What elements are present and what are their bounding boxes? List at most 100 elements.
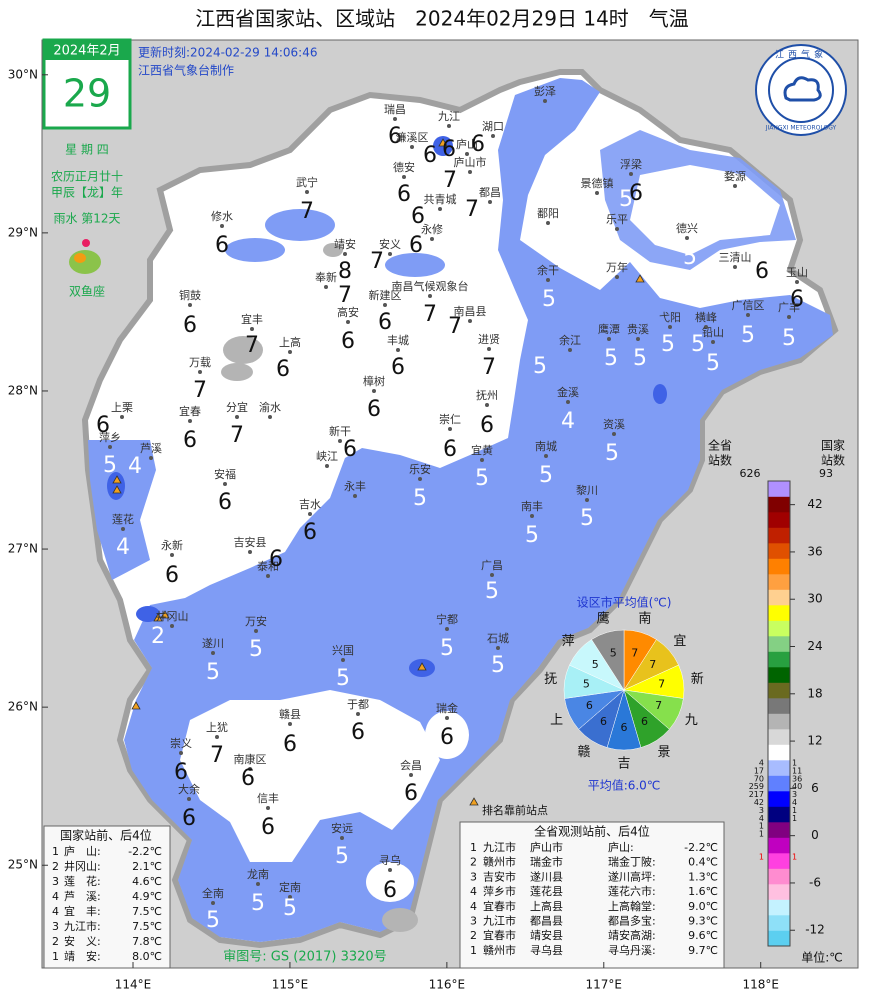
table-cell: 3 [470,870,477,883]
station-marker [188,303,192,307]
colorbar-band [768,667,790,683]
table-cell: 4 [52,905,59,918]
station-marker [615,227,619,231]
pie-value: 5 [592,658,599,671]
station-value: 5 [605,441,619,466]
table-cell: 2 [470,856,477,869]
table-cell: 7.8℃ [132,935,162,948]
station-value: 6 [471,132,485,157]
table-cell: -2.2℃ [684,841,718,854]
station-value: 6 [388,124,402,149]
station-value: 5 [633,346,647,371]
station-marker [324,285,328,289]
station-marker [388,868,392,872]
station-marker [543,99,547,103]
station-marker [288,722,292,726]
station-marker [445,627,449,631]
station-name: 新建区 [369,288,402,302]
station-value: 5 [782,326,796,351]
station-name: 抚州 [476,388,498,402]
station-marker [733,265,737,269]
station-marker [393,117,397,121]
station-name: 吉水 [299,498,321,511]
table-cell: 上高县 [530,899,563,913]
station-count: 259 [749,782,764,791]
station-marker [546,278,550,282]
y-tick-label: 30°N [8,67,38,81]
table-cell: 庐山市 [530,840,563,854]
station-name: 莲花 [112,513,134,526]
station-marker [198,370,202,374]
table-cell: 9.0℃ [688,900,718,913]
table-cell: 9.7℃ [688,944,718,957]
table-cell: 九江市 [483,840,516,854]
station-marker [496,646,500,650]
y-tick-label: 26°N [8,700,38,714]
colorbar-band [768,574,790,590]
station-name: 瑞金 [436,701,458,715]
station-marker [254,629,258,633]
station-value: 6 [215,233,229,258]
station-count: 42 [754,798,764,807]
table-cell: 都昌多宝: [608,914,656,928]
station-marker [445,716,449,720]
station-marker [612,432,616,436]
station-marker [223,482,227,486]
station-value: 5 [206,660,220,685]
pie-slice [591,629,625,691]
maker: 江西省气象台制作 [138,63,234,78]
station-marker [629,172,633,176]
station-value: 5 [283,896,297,921]
station-marker [340,836,344,840]
table-cell: 莲花县 [530,885,563,898]
station-name: 石城 [487,632,509,645]
station-marker [490,573,494,577]
station-marker [266,806,270,810]
station-marker [121,527,125,531]
station-marker [248,550,252,554]
station-value: 6 [367,397,381,422]
table-cell: 莲 花: [64,875,101,888]
station-marker [585,498,589,502]
colorbar-band [768,620,790,637]
station-name: 永新 [161,538,183,552]
date-day: 29 [63,72,111,116]
station-name: 乐平 [606,213,628,226]
station-marker [266,574,270,578]
station-marker [711,340,715,344]
province [81,69,839,949]
national-table [43,825,171,969]
station-value: 6 [283,732,297,757]
station-name: 南丰 [521,500,543,513]
count-total: 93 [819,467,833,480]
station-count: 4 [759,759,764,768]
table-cell: 寻乌县 [530,943,563,957]
station-count: 3 [759,806,764,815]
solar-term: 雨水 第12天 [53,212,120,226]
station-marker [409,773,413,777]
station-marker [566,400,570,404]
table-cell: 九江市: [64,919,101,933]
colorbar-band [768,481,790,497]
station-name: 资溪 [603,418,625,431]
station-name: 龙南 [247,868,269,881]
station-name: 芦溪 [140,442,162,455]
colorbar-band [768,589,790,606]
table-cell: 瑞金丁陂: [608,855,656,869]
station-name: 南昌县 [454,305,487,318]
station-name: 安福 [214,467,236,481]
station-name: 上栗 [111,401,133,414]
station-name: 南康区 [234,752,267,766]
table-cell: -2.2℃ [128,845,162,858]
station-value: 6 [480,413,494,438]
station-value: 6 [165,563,179,588]
pie-label: 南 [638,610,651,626]
station-name: 修水 [211,209,233,223]
colorbar-band [768,527,790,544]
table-cell: 4 [52,890,59,903]
station-value: 5 [525,523,539,548]
station-name: 南昌气候观象台 [392,279,469,293]
table-cell: 靖 安: [64,949,101,963]
station-name: 崇义 [170,737,192,750]
zodiac: 双鱼座 [69,284,105,299]
